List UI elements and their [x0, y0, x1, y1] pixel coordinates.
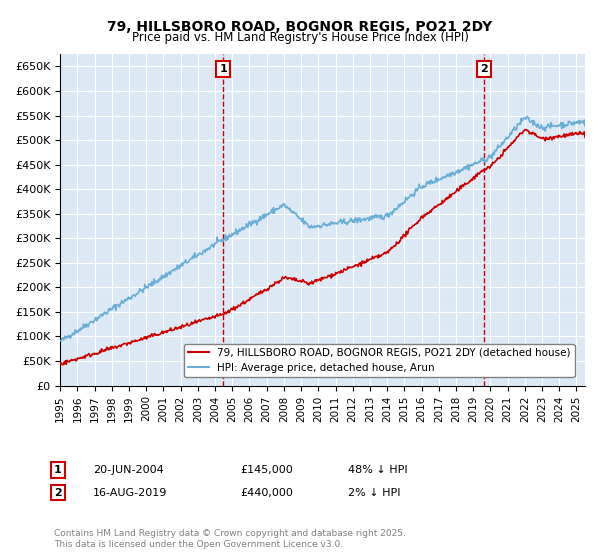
Text: 16-AUG-2019: 16-AUG-2019	[93, 488, 167, 498]
Text: £145,000: £145,000	[240, 465, 293, 475]
Legend: 79, HILLSBORO ROAD, BOGNOR REGIS, PO21 2DY (detached house), HPI: Average price,: 79, HILLSBORO ROAD, BOGNOR REGIS, PO21 2…	[184, 343, 575, 377]
Text: Contains HM Land Registry data © Crown copyright and database right 2025.
This d: Contains HM Land Registry data © Crown c…	[54, 529, 406, 549]
Text: 1: 1	[54, 465, 62, 475]
Text: Price paid vs. HM Land Registry's House Price Index (HPI): Price paid vs. HM Land Registry's House …	[131, 31, 469, 44]
Text: £440,000: £440,000	[240, 488, 293, 498]
Text: 48% ↓ HPI: 48% ↓ HPI	[348, 465, 407, 475]
Text: 2: 2	[480, 64, 488, 74]
Text: 79, HILLSBORO ROAD, BOGNOR REGIS, PO21 2DY: 79, HILLSBORO ROAD, BOGNOR REGIS, PO21 2…	[107, 20, 493, 34]
Text: 2: 2	[54, 488, 62, 498]
Text: 20-JUN-2004: 20-JUN-2004	[93, 465, 164, 475]
Text: 2% ↓ HPI: 2% ↓ HPI	[348, 488, 401, 498]
Text: 1: 1	[219, 64, 227, 74]
